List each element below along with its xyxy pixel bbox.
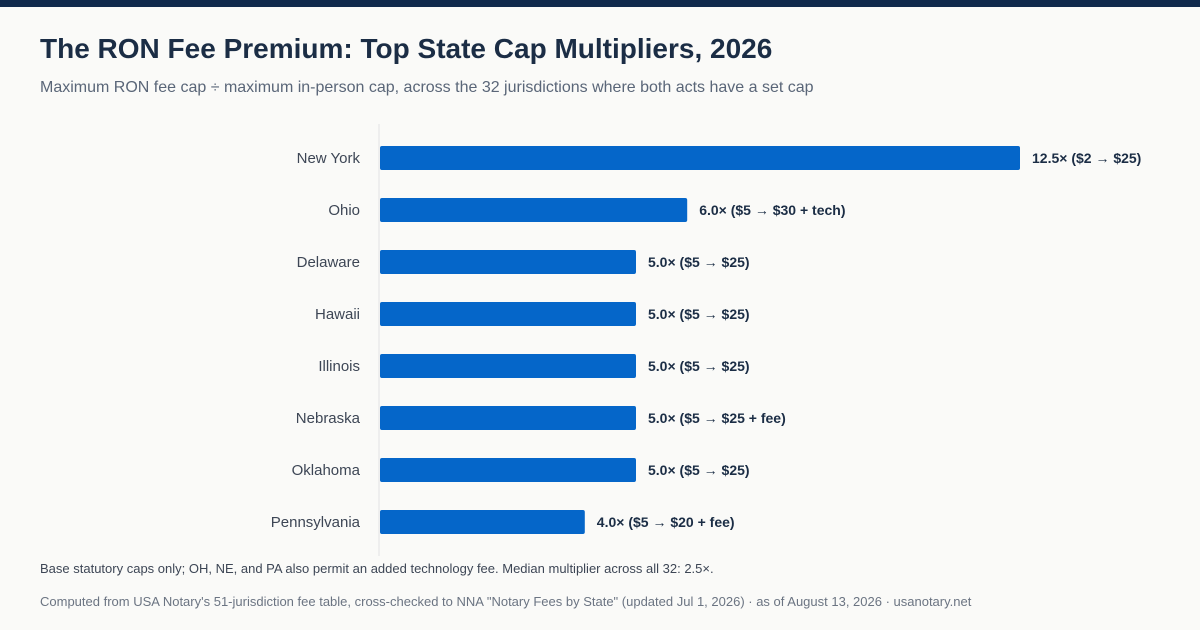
data-label: 5.0× ($5 → $25)	[648, 462, 750, 478]
category-label: Pennsylvania	[271, 514, 361, 531]
data-label: 5.0× ($5 → $25)	[648, 306, 750, 322]
bar	[380, 302, 636, 326]
bar	[380, 198, 688, 222]
category-label: Nebraska	[296, 410, 361, 427]
source-line: Computed from USA Notary's 51-jurisdicti…	[40, 594, 972, 609]
data-label: 5.0× ($5 → $25)	[648, 254, 750, 270]
chart-title: The RON Fee Premium: Top State Cap Multi…	[40, 33, 773, 64]
bar	[380, 510, 585, 534]
data-label: 4.0× ($5 → $20 + fee)	[597, 514, 735, 530]
chart-subtitle: Maximum RON fee cap ÷ maximum in-person …	[40, 79, 814, 96]
top-accent-bar	[0, 0, 1200, 7]
category-label: Illinois	[318, 358, 360, 375]
data-label: 5.0× ($5 → $25 + fee)	[648, 410, 786, 426]
footnote: Base statutory caps only; OH, NE, and PA…	[40, 561, 714, 576]
category-label: Delaware	[297, 254, 360, 271]
bar	[380, 406, 636, 430]
bar	[380, 458, 636, 482]
category-label: New York	[297, 150, 361, 167]
bar	[380, 250, 636, 274]
data-label: 5.0× ($5 → $25)	[648, 358, 750, 374]
bar	[380, 354, 636, 378]
bar	[380, 146, 1020, 170]
data-label: 6.0× ($5 → $30 + tech)	[699, 202, 845, 218]
category-label: Hawaii	[315, 306, 360, 323]
category-label: Oklahoma	[292, 462, 361, 479]
category-label: Ohio	[328, 202, 360, 219]
data-label: 12.5× ($2 → $25)	[1032, 150, 1141, 166]
